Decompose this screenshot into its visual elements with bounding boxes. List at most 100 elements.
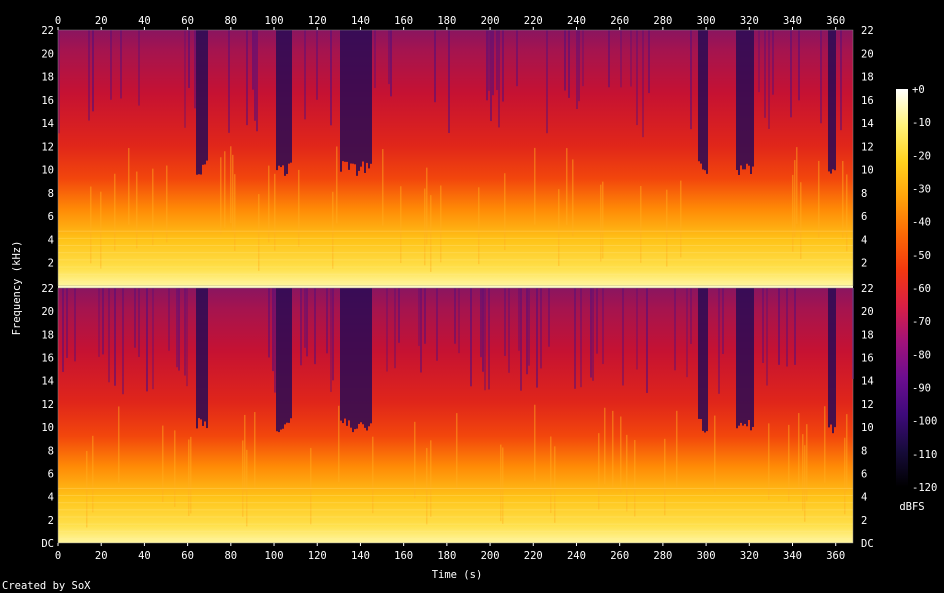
y-axis-label: Frequency (kHz): [11, 241, 23, 336]
quiet-column: [358, 288, 360, 424]
y-tick-label-left: 16: [41, 95, 54, 107]
quiet-column: [436, 288, 438, 361]
quiet-column: [602, 288, 604, 365]
quiet-column: [368, 30, 370, 169]
quiet-column: [306, 288, 308, 357]
quiet-column: [272, 288, 274, 372]
x-tick-label-bottom: 300: [697, 550, 716, 562]
colorbar-tick-label: -90: [912, 383, 931, 395]
harmonic-streak: [804, 445, 806, 522]
y-tick-label-right: 22: [861, 25, 874, 37]
harmonic-streak: [846, 414, 848, 491]
quiet-column: [750, 30, 752, 174]
quiet-column: [360, 30, 362, 167]
harmonic-streak: [118, 406, 120, 483]
harmonic-streak: [136, 171, 138, 249]
quiet-column: [342, 288, 344, 424]
x-tick-label-top: 200: [481, 15, 500, 27]
y-tick-label-left: 14: [41, 118, 54, 130]
quiet-column: [736, 30, 738, 170]
y-tick-label-right: 6: [861, 211, 867, 223]
quiet-column: [636, 288, 638, 370]
x-tick-label-top: 40: [138, 15, 151, 27]
quiet-column: [394, 288, 396, 369]
quiet-column: [620, 30, 622, 88]
quiet-column: [290, 30, 292, 163]
x-tick-label-bottom: 0: [55, 550, 61, 562]
harmonic-streak: [86, 450, 88, 528]
quiet-column: [368, 288, 370, 427]
quiet-column: [484, 288, 486, 391]
quiet-column: [744, 30, 746, 170]
quiet-column: [330, 288, 332, 392]
x-tick-label-bottom: 220: [524, 550, 543, 562]
quiet-column: [332, 288, 334, 381]
harmonic-streak: [114, 173, 116, 251]
quiet-column: [746, 30, 748, 164]
harmonic-band: [58, 252, 853, 254]
quiet-column: [700, 288, 702, 419]
quiet-column: [434, 30, 436, 103]
quiet-column: [330, 30, 332, 126]
harmonic-streak: [550, 436, 552, 514]
quiet-column: [202, 288, 204, 426]
harmonic-streak: [842, 160, 844, 238]
quiet-column: [752, 30, 754, 167]
quiet-column: [488, 288, 490, 390]
y-tick-label-left: 2: [48, 258, 54, 270]
x-tick-label-top: 300: [697, 15, 716, 27]
harmonic-streak: [768, 423, 770, 500]
x-tick-label-bottom: 180: [437, 550, 456, 562]
quiet-column: [204, 288, 206, 422]
quiet-column: [356, 30, 358, 176]
harmonic-streak: [680, 180, 682, 258]
x-tick-label-bottom: 260: [610, 550, 629, 562]
x-tick-label-bottom: 240: [567, 550, 586, 562]
quiet-column: [388, 30, 390, 85]
harmonic-streak: [572, 159, 574, 237]
harmonic-streak: [440, 185, 442, 263]
quiet-column: [314, 288, 316, 365]
harmonic-streak: [100, 191, 102, 269]
quiet-column: [304, 30, 306, 120]
y-tick-label-right: 20: [861, 48, 874, 60]
quiet-column: [346, 30, 348, 162]
harmonic-streak: [666, 189, 668, 267]
quiet-column: [286, 30, 288, 174]
quiet-column: [342, 30, 344, 162]
quiet-column: [574, 288, 576, 389]
harmonic-streak: [502, 447, 504, 524]
x-tick-label-top: 180: [437, 15, 456, 27]
colorbar-tick-label: +0: [912, 84, 925, 96]
quiet-column: [420, 288, 422, 373]
quiet-column: [828, 288, 830, 428]
x-tick-label-top: 360: [826, 15, 845, 27]
harmonic-streak: [174, 430, 176, 507]
harmonic-streak: [152, 168, 154, 246]
quiet-column: [608, 30, 610, 88]
y-tick-label-right: 4: [861, 492, 867, 504]
x-tick-label-top: 80: [224, 15, 237, 27]
harmonic-band: [58, 245, 853, 247]
x-tick-label-top: 220: [524, 15, 543, 27]
quiet-column: [736, 288, 738, 429]
x-tick-label-bottom: 40: [138, 550, 151, 562]
y-tick-label-right: 18: [861, 72, 874, 84]
quiet-column: [168, 288, 170, 351]
quiet-column: [502, 30, 504, 102]
harmonic-streak: [230, 146, 232, 224]
harmonic-streak: [246, 449, 248, 527]
y-tick-label-right: 20: [861, 306, 874, 318]
harmonic-streak: [414, 421, 416, 499]
harmonic-streak: [244, 414, 246, 492]
quiet-column: [790, 30, 792, 118]
harmonic-streak: [818, 160, 820, 238]
quiet-column: [252, 30, 254, 90]
quiet-column: [134, 288, 136, 348]
harmonic-streak: [806, 424, 808, 501]
quiet-column: [326, 288, 328, 354]
harmonic-streak: [566, 148, 568, 225]
harmonic-streak: [846, 174, 848, 252]
quiet-column: [206, 30, 208, 161]
